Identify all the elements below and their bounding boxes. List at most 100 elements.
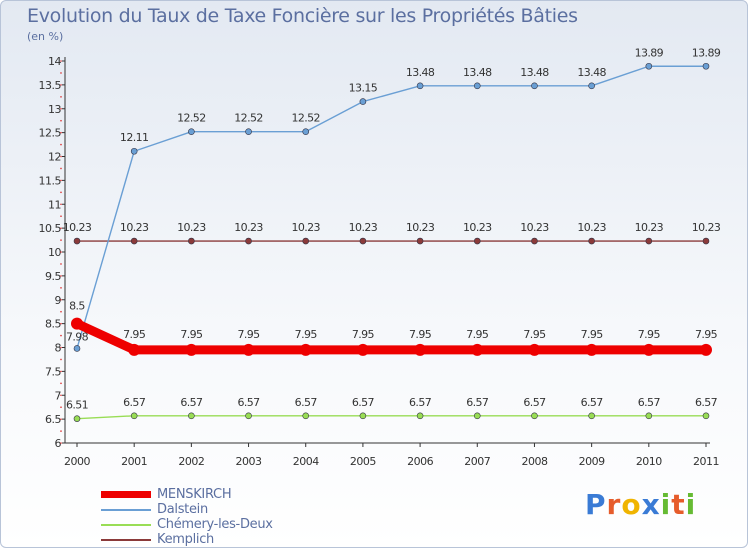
data-label: 7.95 <box>180 328 203 341</box>
logo-letter: i <box>685 488 697 521</box>
y-tick-label: 7.5 <box>45 365 61 378</box>
series-dalstein: 7.98 12.11 12.52 12.52 12.52 13.15 13.48 13.48 1… <box>66 46 721 352</box>
y-minor-tick <box>60 442 62 444</box>
data-point <box>416 82 424 90</box>
x-tick-label: 2008 <box>521 455 547 468</box>
y-minor-tick <box>60 167 62 170</box>
y-tick-label: 6.5 <box>45 413 61 426</box>
data-label: 13.89 <box>692 46 721 59</box>
logo-letter: i <box>660 488 672 521</box>
data-point <box>473 237 481 245</box>
y-tick-label: 13.5 <box>39 79 62 92</box>
y-minor-tick <box>60 358 62 361</box>
y-minor-tick <box>60 298 62 301</box>
data-point <box>188 128 195 135</box>
legend-item: MENSKIRCH <box>101 487 273 502</box>
y-tick-label: 12 <box>48 151 61 164</box>
data-point <box>128 343 141 356</box>
data-label: 6.57 <box>466 396 489 409</box>
data-label: 10.23 <box>692 221 721 234</box>
y-minor-tick <box>60 72 62 74</box>
data-point <box>359 98 367 105</box>
data-label: 13.89 <box>635 46 664 59</box>
data-label: 6.57 <box>295 396 318 409</box>
logo-letter: x <box>641 488 661 521</box>
logo-letter: o <box>621 488 642 521</box>
y-tick-label: 12.5 <box>39 127 62 140</box>
x-tick-label: 2004 <box>293 455 319 468</box>
data-point <box>185 343 198 356</box>
data-point <box>302 412 310 420</box>
legend-swatch <box>101 523 151 526</box>
data-label: 6.57 <box>123 396 146 409</box>
y-tick-label: 9.5 <box>45 270 61 283</box>
data-label: 10.23 <box>120 221 149 234</box>
data-point <box>642 343 655 356</box>
data-point <box>245 237 252 245</box>
x-tick-label: 2000 <box>64 455 90 468</box>
data-label: 10.23 <box>349 221 378 234</box>
legend-swatch <box>101 538 151 541</box>
y-minor-tick <box>60 227 62 229</box>
data-label: 10.23 <box>577 221 606 234</box>
logo-letter: r <box>606 488 622 521</box>
data-point <box>188 237 195 245</box>
data-label: 6.57 <box>638 396 661 409</box>
data-point <box>245 412 252 420</box>
data-label: 7.95 <box>409 328 432 341</box>
x-tick-label: 2003 <box>236 455 262 468</box>
data-label: 7.95 <box>581 328 604 341</box>
y-minor-tick <box>60 155 62 158</box>
data-label: 12.52 <box>177 112 206 125</box>
data-point <box>73 237 81 245</box>
series-ch-mery-les-deux: 6.51 6.57 6.57 6.57 6.57 6.57 6.57 6.57 6.57 6.57… <box>66 396 718 422</box>
data-label: 8.5 <box>69 300 85 313</box>
data-point <box>359 412 367 420</box>
y-tick-label: 7 <box>55 389 62 402</box>
chart-title: Evolution du Taux de Taxe Foncière sur l… <box>27 5 578 27</box>
series-menskirch: 8.5 7.95 7.95 7.95 7.95 7.95 7.95 7.95 7.95 7.95 7… <box>69 300 718 356</box>
data-point <box>588 82 595 90</box>
data-point <box>700 343 712 356</box>
logo-letter: P <box>585 488 607 521</box>
legend-label: Kemplich <box>157 531 215 547</box>
x-tick-label: 2007 <box>464 455 490 468</box>
legend-label: Chémery-les-Deux <box>157 516 273 532</box>
data-point <box>130 412 138 420</box>
y-tick-label: 13 <box>48 103 61 116</box>
data-point <box>359 237 367 245</box>
legend-label: MENSKIRCH <box>157 486 232 502</box>
y-minor-tick <box>60 143 62 146</box>
data-point <box>299 343 312 356</box>
y-tick-label: 10.5 <box>39 222 62 235</box>
data-point <box>414 343 427 356</box>
y-minor-tick <box>60 251 62 253</box>
data-point <box>130 147 138 155</box>
series-line <box>76 65 707 350</box>
data-label: 10.23 <box>177 221 206 234</box>
legend-swatch <box>101 508 151 511</box>
y-tick-label: 11.5 <box>39 174 62 187</box>
series-line <box>72 319 711 355</box>
y-minor-tick <box>60 287 62 289</box>
y-tick-label: 9 <box>55 294 62 307</box>
data-label: 10.23 <box>406 221 435 234</box>
series-line <box>76 415 707 420</box>
data-label: 13.15 <box>349 82 378 95</box>
y-minor-tick <box>60 263 62 265</box>
data-label: 13.48 <box>463 66 492 79</box>
data-label: 10.23 <box>291 221 320 234</box>
data-point <box>356 343 369 356</box>
y-minor-tick <box>60 430 62 432</box>
data-label: 7.98 <box>66 330 89 343</box>
y-minor-tick <box>60 322 62 325</box>
data-point <box>416 237 424 245</box>
data-label: 7.95 <box>295 328 318 341</box>
data-point <box>416 412 424 420</box>
data-point <box>531 82 538 90</box>
data-point <box>645 237 653 245</box>
y-minor-tick <box>60 119 62 122</box>
y-minor-tick <box>60 382 62 385</box>
legend-swatch <box>101 491 151 498</box>
data-point <box>73 345 81 352</box>
